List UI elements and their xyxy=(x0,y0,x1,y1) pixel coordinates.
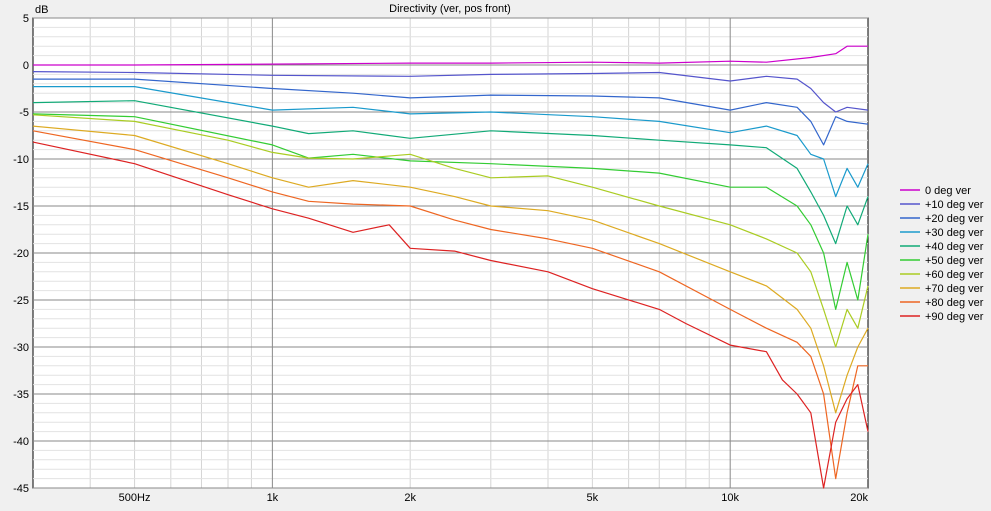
x-tick-label: 500Hz xyxy=(119,492,151,504)
chart-title: Directivity (ver, pos front) xyxy=(389,3,511,15)
legend-label: 0 deg ver xyxy=(925,185,971,197)
series-line-6 xyxy=(32,114,869,348)
y-tick-label: -35 xyxy=(13,389,29,401)
series-line-5 xyxy=(32,113,869,310)
legend-label: +60 deg ver xyxy=(925,269,984,281)
series-line-0 xyxy=(33,45,868,66)
series-line-8 xyxy=(32,130,868,480)
y-tick-label: -5 xyxy=(19,107,29,119)
series-line-9 xyxy=(32,141,869,489)
y-tick-label: 0 xyxy=(23,60,29,72)
y-tick-label: -40 xyxy=(13,436,29,448)
legend-label: +40 deg ver xyxy=(925,241,984,253)
x-tick-label: 1k xyxy=(267,492,279,504)
legend-label: +90 deg ver xyxy=(925,311,984,323)
legend-label: +50 deg ver xyxy=(925,255,984,267)
series-line-1 xyxy=(32,71,869,113)
legend-label: +70 deg ver xyxy=(925,283,984,295)
series-line-3 xyxy=(33,85,869,198)
y-tick-label: -15 xyxy=(13,201,29,213)
legend-label: +20 deg ver xyxy=(925,213,984,225)
x-tick-label: 2k xyxy=(404,492,416,504)
y-tick-label: 5 xyxy=(23,13,29,25)
series-line-2 xyxy=(33,78,869,146)
y-tick-label: -45 xyxy=(13,483,29,495)
series-line-4 xyxy=(32,100,869,245)
y-tick-label: -20 xyxy=(13,248,29,260)
y-tick-label: -30 xyxy=(13,342,29,354)
series-line-7 xyxy=(32,125,869,414)
x-tick-label: 10k xyxy=(721,492,739,504)
y-tick-label: -25 xyxy=(13,295,29,307)
x-tick-label: 20k xyxy=(850,492,868,504)
y-tick-label: -10 xyxy=(13,154,29,166)
legend-label: +30 deg ver xyxy=(925,227,984,239)
legend-label: +80 deg ver xyxy=(925,297,984,309)
x-tick-label: 5k xyxy=(587,492,599,504)
legend-label: +10 deg ver xyxy=(925,199,984,211)
y-axis-label: dB xyxy=(35,4,48,16)
